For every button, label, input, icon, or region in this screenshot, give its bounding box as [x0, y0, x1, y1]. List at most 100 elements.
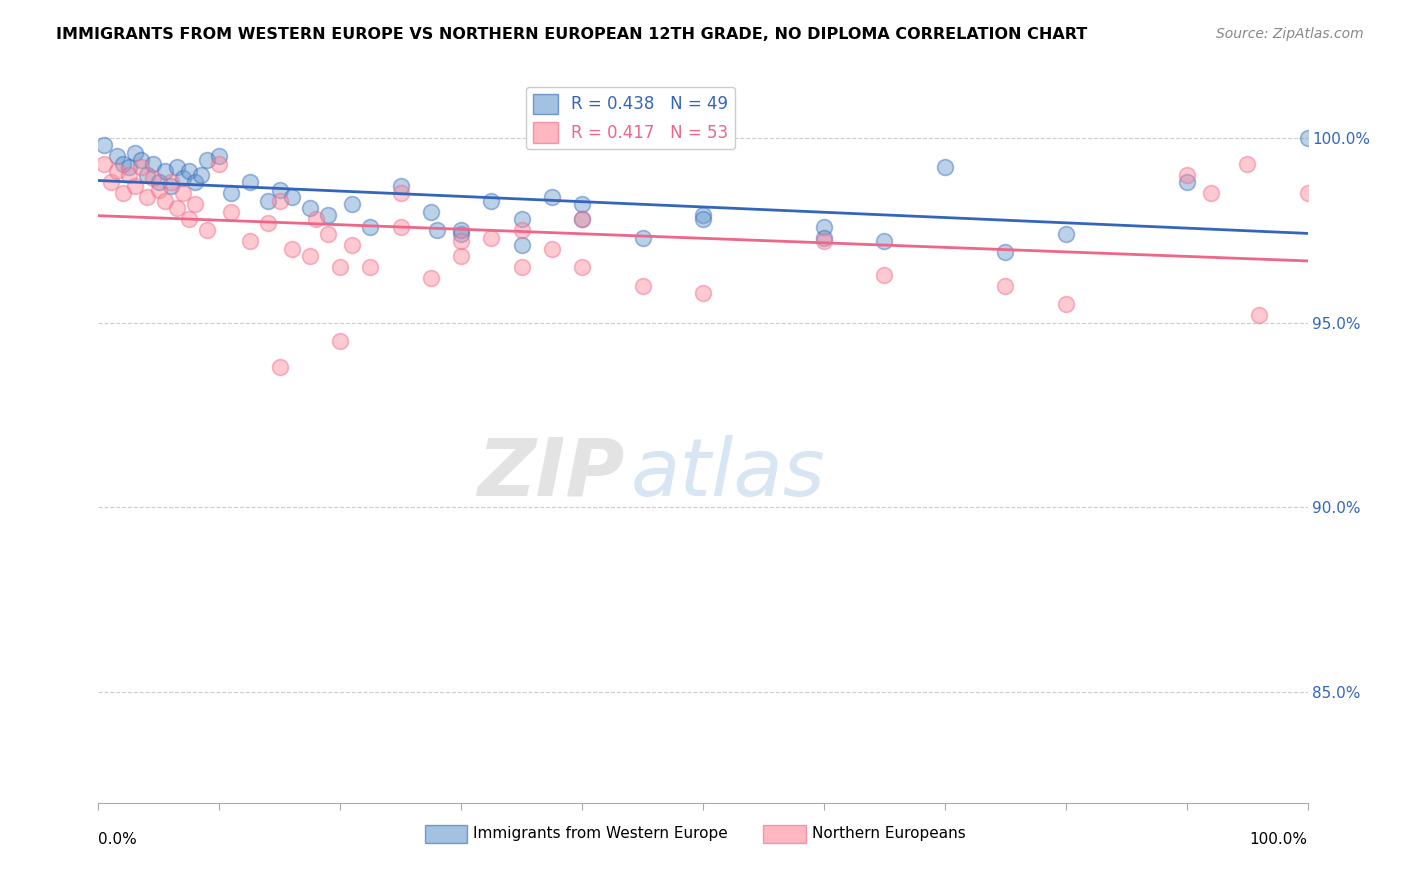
Point — [153, 194, 176, 208]
Point — [316, 227, 339, 241]
Point — [148, 183, 170, 197]
Point — [1236, 157, 1258, 171]
Point — [184, 175, 207, 189]
Point — [994, 278, 1017, 293]
Point — [160, 175, 183, 189]
Point — [239, 175, 262, 189]
Point — [221, 204, 243, 219]
Point — [179, 212, 201, 227]
Text: atlas: atlas — [630, 434, 825, 513]
Point — [184, 197, 207, 211]
Point — [221, 186, 243, 201]
Text: Source: ZipAtlas.com: Source: ZipAtlas.com — [1216, 27, 1364, 41]
Point — [208, 157, 231, 171]
Point — [360, 219, 382, 234]
Point — [135, 190, 157, 204]
Point — [450, 223, 472, 237]
Point — [342, 197, 364, 211]
Point — [1054, 297, 1077, 311]
Point — [111, 157, 134, 171]
Point — [510, 238, 533, 252]
Point — [450, 227, 472, 241]
Point — [316, 209, 339, 223]
Point — [426, 223, 449, 237]
Point — [1249, 308, 1271, 322]
Point — [256, 216, 278, 230]
Point — [166, 161, 188, 175]
Point — [124, 178, 146, 193]
Text: 100.0%: 100.0% — [1250, 832, 1308, 847]
Point — [540, 242, 562, 256]
Point — [111, 186, 134, 201]
Point — [873, 268, 896, 282]
Point — [190, 168, 212, 182]
Point — [510, 260, 533, 274]
Point — [195, 153, 218, 167]
Point — [179, 164, 201, 178]
Point — [389, 219, 412, 234]
Point — [142, 171, 165, 186]
Point — [1175, 168, 1198, 182]
Point — [153, 164, 176, 178]
Point — [813, 230, 835, 244]
Point — [100, 175, 122, 189]
Point — [692, 212, 714, 227]
FancyBboxPatch shape — [763, 825, 806, 843]
Point — [481, 230, 503, 244]
Text: IMMIGRANTS FROM WESTERN EUROPE VS NORTHERN EUROPEAN 12TH GRADE, NO DIPLOMA CORRE: IMMIGRANTS FROM WESTERN EUROPE VS NORTHE… — [56, 27, 1087, 42]
Point — [510, 223, 533, 237]
Point — [269, 194, 291, 208]
Point — [329, 260, 352, 274]
Point — [195, 223, 218, 237]
Point — [208, 149, 231, 163]
Point — [994, 245, 1017, 260]
Point — [571, 212, 593, 227]
Point — [135, 168, 157, 182]
Point — [129, 161, 152, 175]
Point — [269, 183, 291, 197]
Point — [118, 168, 141, 182]
Point — [571, 212, 593, 227]
Point — [239, 235, 262, 249]
Point — [631, 230, 654, 244]
Point — [160, 178, 183, 193]
Point — [93, 157, 115, 171]
Point — [450, 235, 472, 249]
Point — [692, 285, 714, 300]
Point — [93, 138, 115, 153]
Point — [105, 164, 128, 178]
Legend: R = 0.438   N = 49, R = 0.417   N = 53: R = 0.438 N = 49, R = 0.417 N = 53 — [526, 87, 735, 149]
Point — [1296, 186, 1319, 201]
Point — [342, 238, 364, 252]
Point — [692, 209, 714, 223]
Point — [360, 260, 382, 274]
Point — [934, 161, 956, 175]
Point — [389, 186, 412, 201]
Point — [299, 249, 322, 263]
Point — [540, 190, 562, 204]
Point — [172, 186, 194, 201]
Text: 0.0%: 0.0% — [98, 832, 138, 847]
Point — [1175, 175, 1198, 189]
Point — [269, 359, 291, 374]
Point — [281, 190, 304, 204]
FancyBboxPatch shape — [425, 825, 467, 843]
Point — [1054, 227, 1077, 241]
Point — [118, 161, 141, 175]
Point — [105, 149, 128, 163]
Text: Northern Europeans: Northern Europeans — [811, 826, 966, 841]
Point — [450, 249, 472, 263]
Point — [571, 260, 593, 274]
Point — [256, 194, 278, 208]
Point — [1296, 131, 1319, 145]
Point — [305, 212, 328, 227]
Point — [1199, 186, 1222, 201]
Point — [124, 145, 146, 160]
Point — [510, 212, 533, 227]
Point — [299, 201, 322, 215]
Point — [873, 235, 896, 249]
Point — [329, 334, 352, 348]
Point — [281, 242, 304, 256]
Point — [481, 194, 503, 208]
Point — [813, 219, 835, 234]
